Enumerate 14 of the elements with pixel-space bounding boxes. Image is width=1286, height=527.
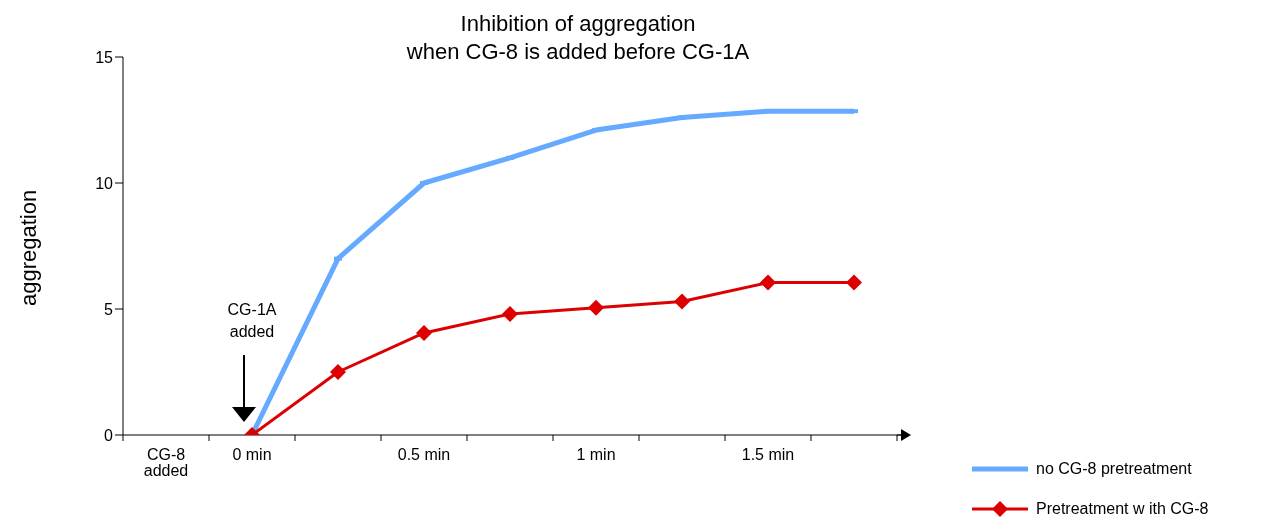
legend-label: Pretreatment w ith CG-8: [1036, 500, 1209, 518]
y-tick-label: 15: [95, 48, 114, 66]
x-tick-label: 0.5 min: [397, 446, 451, 464]
x-tick-label: CG-8 added: [143, 446, 189, 480]
y-tick-label: 5: [104, 300, 114, 318]
y-tick-label: 10: [95, 174, 114, 192]
x-tick-label: 1 min: [576, 446, 616, 464]
annotation: CG-1A added: [227, 301, 277, 340]
legend-label: no CG-8 pretreatment: [1036, 460, 1192, 478]
y-tick-label: 0: [104, 426, 114, 444]
x-tick-label: 1.5 min: [741, 446, 795, 464]
x-tick-label: 0 min: [232, 446, 272, 464]
chart-title: Inhibition of aggregation when CG-8 is added before CG-1A: [405, 10, 751, 66]
y-axis-title: aggregation: [15, 189, 41, 306]
